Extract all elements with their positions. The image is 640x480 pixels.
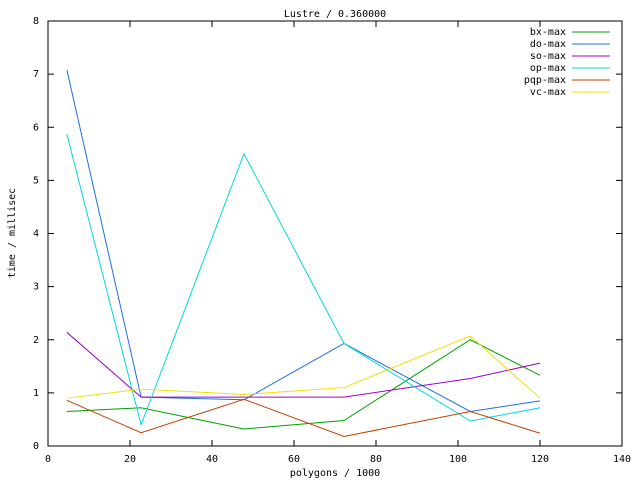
- series-line: [66, 339, 541, 430]
- legend-label: pqp-max: [524, 75, 566, 86]
- legend-label: op-max: [530, 63, 566, 74]
- x-tick-label: 100: [449, 454, 467, 465]
- x-tick-label: 80: [370, 454, 382, 465]
- y-axis-label: time / millisec: [7, 188, 18, 278]
- x-tick-label: 20: [124, 454, 136, 465]
- y-tick-label: 3: [33, 282, 39, 293]
- series-line: [66, 335, 541, 399]
- chart-title: Lustre / 0.360000: [284, 9, 386, 20]
- y-tick-label: 0: [33, 441, 39, 452]
- y-tick-label: 6: [33, 122, 39, 133]
- x-tick-label: 40: [206, 454, 218, 465]
- legend-label: so-max: [530, 51, 566, 62]
- y-tick-label: 8: [33, 16, 39, 27]
- series-line: [66, 331, 541, 398]
- series-line: [66, 398, 541, 437]
- legend-label: vc-max: [530, 87, 566, 98]
- y-tick-label: 1: [33, 388, 39, 399]
- y-tick-label: 2: [33, 335, 39, 346]
- legend-label: do-max: [530, 39, 566, 50]
- legend-label: bx-max: [530, 27, 566, 38]
- x-axis-label: polygons / 1000: [290, 468, 380, 479]
- y-tick-label: 5: [33, 175, 39, 186]
- y-tick-label: 7: [33, 69, 39, 80]
- series-line: [66, 69, 541, 412]
- y-tick-label: 4: [33, 229, 39, 240]
- x-tick-label: 0: [45, 454, 51, 465]
- series-line: [66, 134, 541, 427]
- x-tick-label: 60: [288, 454, 300, 465]
- x-tick-label: 140: [613, 454, 631, 465]
- x-tick-label: 120: [531, 454, 549, 465]
